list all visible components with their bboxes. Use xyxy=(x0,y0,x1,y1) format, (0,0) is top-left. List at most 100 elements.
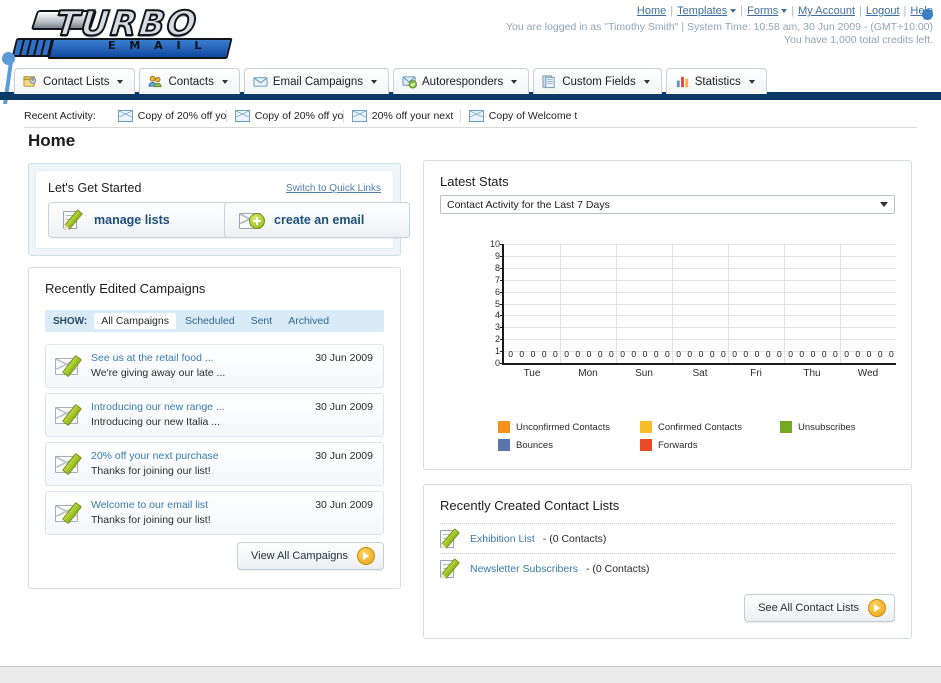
legend-label: Confirmed Contacts xyxy=(658,421,742,433)
nav-tab-statistics[interactable]: Statistics xyxy=(665,68,767,94)
chart-gridline xyxy=(504,303,896,305)
help-dot-icon[interactable] xyxy=(922,9,933,20)
contact-list-name[interactable]: Exhibition List xyxy=(470,533,535,545)
campaign-title[interactable]: Introducing our new range ... xyxy=(91,401,225,413)
header-links: Home|Templates|Forms|My Account|Logout|H… xyxy=(636,5,933,20)
filter-tab-archived[interactable]: Archived xyxy=(288,315,330,327)
list-pencil-icon xyxy=(63,209,85,230)
chevron-down-icon[interactable] xyxy=(880,202,888,207)
chevron-down-icon[interactable] xyxy=(781,9,788,14)
legend-row: Bounces Forwards xyxy=(498,439,898,451)
create-an-email-button[interactable]: create an email xyxy=(224,202,410,238)
nav-tab-label: Contact Lists xyxy=(43,75,110,88)
nav-tab-autoresponders[interactable]: Autoresponders xyxy=(393,68,530,94)
chart-y-tickmark xyxy=(500,255,504,257)
chart-y-tick-label: 4 xyxy=(494,310,500,321)
recent-activity-item[interactable]: Copy of 20% off yo xyxy=(110,109,227,122)
legend-item-unconfirmed-contacts: Unconfirmed Contacts xyxy=(498,421,640,433)
chart-x-tick-label: Fri xyxy=(750,368,762,379)
chevron-down-icon[interactable] xyxy=(730,9,737,14)
chart-y-tickmark xyxy=(500,267,504,269)
filter-tab-all-campaigns[interactable]: All Campaigns xyxy=(94,313,176,329)
chart-data-label: 0 xyxy=(653,349,659,359)
campaign-date: 30 Jun 2009 xyxy=(315,352,373,364)
contact-list-name[interactable]: Newsletter Subscribers xyxy=(470,563,578,575)
campaign-row[interactable]: Introducing our new range ... Introducin… xyxy=(45,393,384,437)
header-sep: | xyxy=(791,5,795,17)
chart-gridline xyxy=(504,255,896,257)
recently-created-contact-lists-panel: Recently Created Contact Lists Exhibitio… xyxy=(423,484,912,639)
contact-list-count: - (0 Contacts) xyxy=(585,563,650,575)
chart-y-tickmark xyxy=(500,244,504,245)
campaign-row[interactable]: See us at the retail food ... We're givi… xyxy=(45,344,384,388)
header-link-templates[interactable]: Templates xyxy=(677,5,728,17)
filter-tab-scheduled[interactable]: Scheduled xyxy=(184,315,235,327)
legend-row: Unconfirmed Contacts Confirmed Contacts … xyxy=(498,421,898,433)
campaign-subtitle: Thanks for joining our list! xyxy=(91,514,211,526)
chart-y-tick-label: 7 xyxy=(494,274,500,285)
envelope-icon xyxy=(117,109,133,122)
header-link-my-account[interactable]: My Account xyxy=(798,5,855,17)
chart-y-tickmark xyxy=(500,351,504,353)
contact-list-row[interactable]: Newsletter Subscribers - (0 Contacts) xyxy=(440,553,895,584)
campaign-title[interactable]: Welcome to our email list xyxy=(91,499,209,511)
filter-tab-sent[interactable]: Sent xyxy=(250,315,273,327)
chart-y-tick-label: 6 xyxy=(494,286,500,297)
arrow-right-icon xyxy=(357,547,375,565)
chart-plot-area: 0 1 2 3 4 5 6 7 8 9 10 Tue 0 0 0 0 0 Mon 0 0 0 0 0 Sun 0 0 0 0 0 Sat 0… xyxy=(490,239,896,379)
header-link-logout[interactable]: Logout xyxy=(865,5,900,17)
chevron-down-icon[interactable] xyxy=(117,79,124,84)
chart-data-label: 0 xyxy=(609,349,614,359)
view-all-campaigns-button[interactable]: View All Campaigns xyxy=(236,542,384,570)
switch-to-quick-links[interactable]: Switch to Quick Links xyxy=(285,183,381,194)
header-link-home[interactable]: Home xyxy=(636,5,667,17)
chart-y-tick-label: 9 xyxy=(494,250,500,261)
main-nav: Contact Lists Contacts xyxy=(14,68,767,94)
chart-data-label: 0 xyxy=(777,349,782,359)
header-sep: | xyxy=(903,5,907,17)
campaign-title[interactable]: See us at the retail food ... xyxy=(91,352,214,364)
nav-tab-email-campaigns[interactable]: Email Campaigns xyxy=(243,68,389,94)
legend-label: Unsubscribes xyxy=(798,421,856,433)
legend-swatch xyxy=(640,421,652,433)
stats-range-select[interactable]: Contact Activity for the Last 7 Days xyxy=(440,195,895,214)
chart-category-divider xyxy=(784,244,785,363)
see-all-contact-lists-button[interactable]: See All Contact Lists xyxy=(744,594,895,622)
chevron-down-icon[interactable] xyxy=(221,79,228,84)
chevron-down-icon[interactable] xyxy=(643,79,650,84)
chart-data-label: 0 xyxy=(642,349,648,359)
nav-tab-contacts[interactable]: Contacts xyxy=(139,68,240,94)
header-sep: | xyxy=(740,5,744,17)
chart-category-divider xyxy=(616,244,617,363)
chevron-down-icon[interactable] xyxy=(748,79,755,84)
recent-activity-item[interactable]: 20% off your next xyxy=(344,109,461,122)
get-started-inner: Let's Get Started Switch to Quick Links … xyxy=(35,170,410,249)
recent-activity-item[interactable]: Copy of 20% off yo xyxy=(227,109,344,122)
page-title: Home xyxy=(28,131,76,150)
envelope-icon xyxy=(234,109,250,122)
campaign-row[interactable]: Welcome to our email list Thanks for joi… xyxy=(45,491,384,535)
chart-x-tick-label: Sat xyxy=(692,368,708,379)
manage-lists-label: manage lists xyxy=(94,213,170,227)
recent-activity-item[interactable]: Copy of Welcome to xyxy=(461,109,577,122)
nav-tab-custom-fields[interactable]: Custom Fields xyxy=(533,68,662,94)
show-label: SHOW: xyxy=(53,315,88,327)
view-all-campaigns-label: View All Campaigns xyxy=(250,550,348,562)
campaign-title[interactable]: 20% off your next purchase xyxy=(91,450,219,462)
credits-status: You have 1,000 total credits left. xyxy=(783,34,933,46)
chevron-down-icon[interactable] xyxy=(511,79,518,84)
chevron-down-icon[interactable] xyxy=(371,79,377,84)
see-all-contact-lists-label: See All Contact Lists xyxy=(758,602,859,614)
manage-lists-button[interactable]: manage lists xyxy=(48,202,229,238)
campaign-row[interactable]: 20% off your next purchase Thanks for jo… xyxy=(45,442,384,486)
chart-data-label: 0 xyxy=(631,349,637,359)
header-link-forms[interactable]: Forms xyxy=(747,5,779,17)
nav-tab-contact-lists[interactable]: Contact Lists xyxy=(14,68,136,94)
campaign-edit-icon xyxy=(55,403,82,427)
contact-list-row[interactable]: Exhibition List - (0 Contacts) xyxy=(440,523,895,554)
nav-tab-label: Custom Fields xyxy=(562,75,636,88)
chart-data-label: 0 xyxy=(676,349,681,359)
chart-data-label: 0 xyxy=(575,349,581,359)
chart-y-tickmark xyxy=(500,291,504,293)
legend-item-bounces: Bounces xyxy=(498,439,640,451)
